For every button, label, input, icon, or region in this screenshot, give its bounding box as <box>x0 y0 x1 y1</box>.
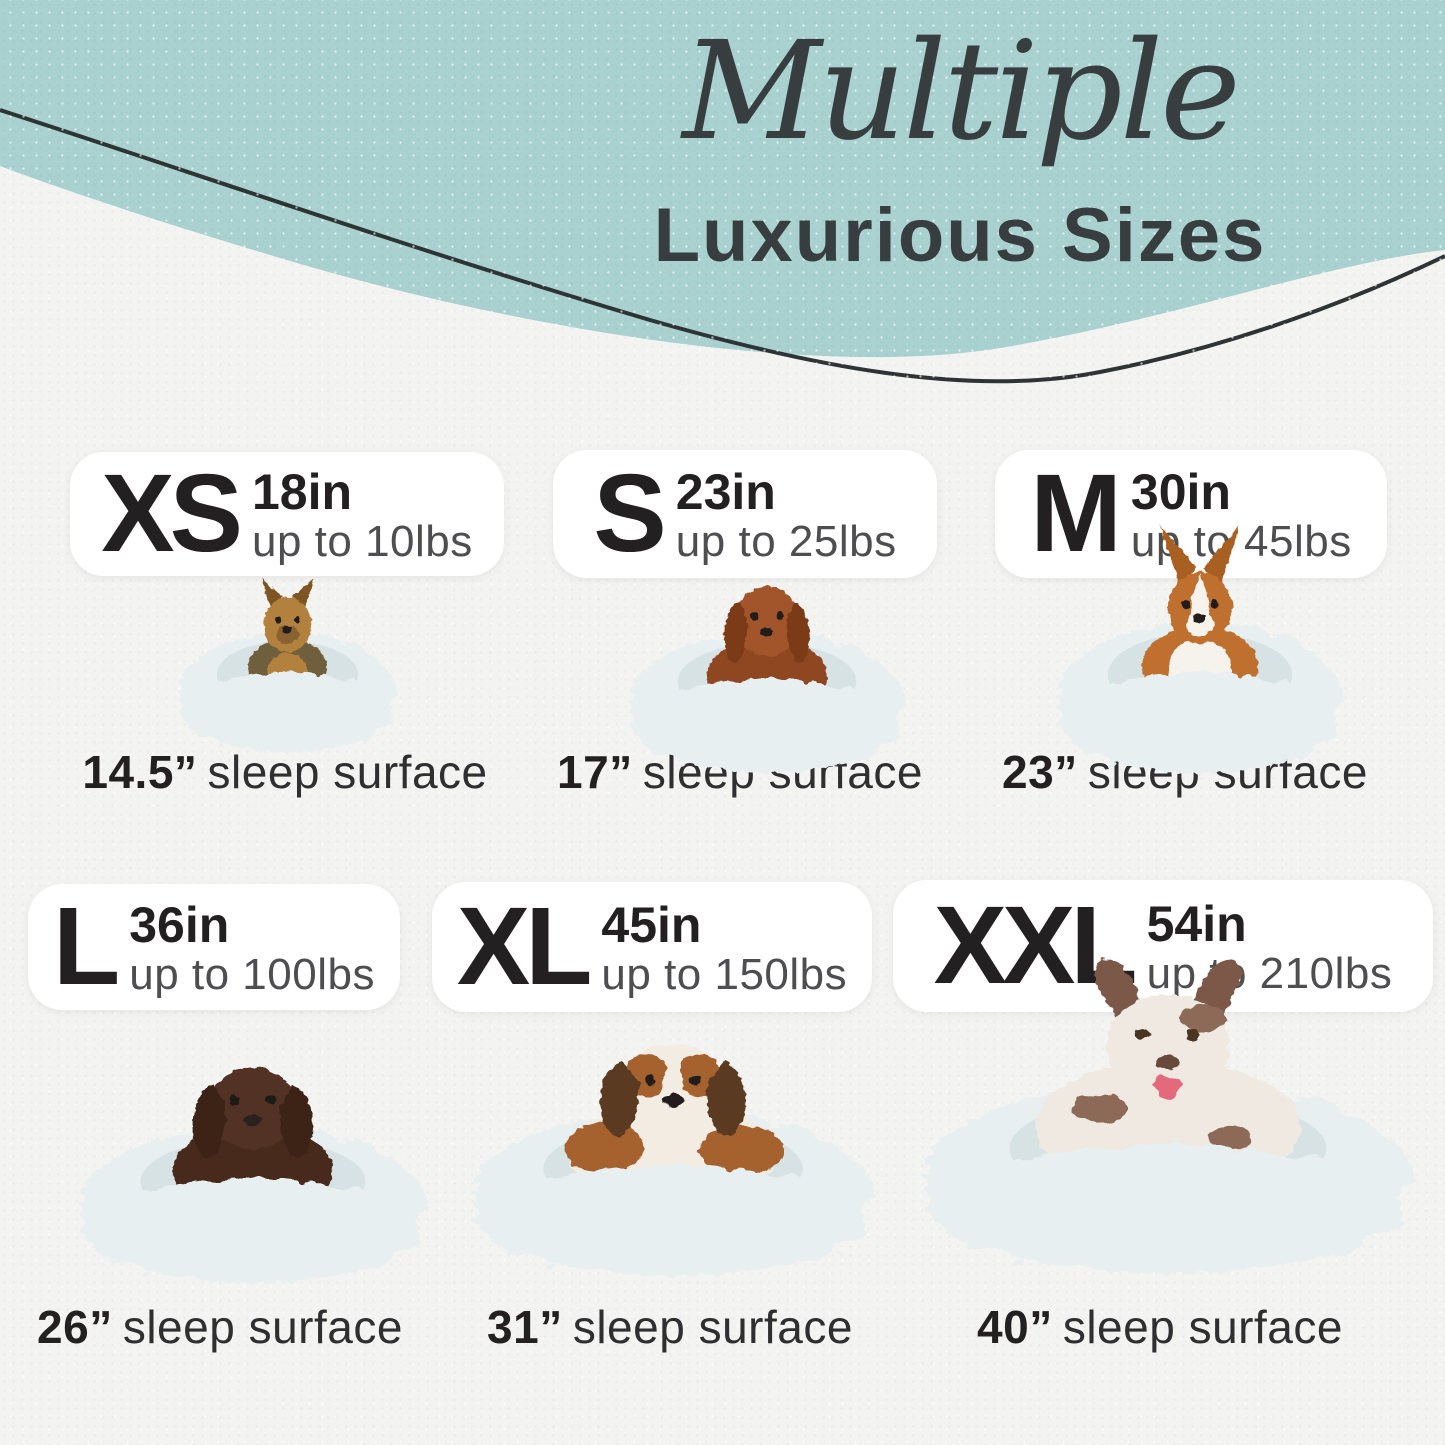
dog-head <box>263 597 312 653</box>
dog-nose <box>244 1114 262 1126</box>
size-meta: 36in up to 100lbs <box>129 896 375 998</box>
dog-eye-left <box>644 1074 657 1085</box>
dog-eye-left <box>229 1094 240 1105</box>
size-letter: XS <box>101 451 243 575</box>
dog-eye-right <box>1186 1028 1202 1041</box>
dog-eye-right <box>689 1074 702 1085</box>
bed-front-ring <box>633 679 901 773</box>
dog-nose <box>1194 613 1206 624</box>
m-dog-in-bed-photo <box>1040 520 1360 792</box>
xl-sleep-surface-caption: 31” sleep surface <box>445 1300 895 1354</box>
dog-body-spot-2 <box>1208 1125 1251 1150</box>
xs-bed-illustration <box>179 578 396 753</box>
bed-front-ring <box>182 672 393 753</box>
dog-nose <box>761 627 773 637</box>
size-letter: XL <box>456 884 593 1008</box>
l-bed-illustration <box>80 1067 426 1283</box>
size-weight-limit: up to 150lbs <box>601 949 848 999</box>
m-bed-illustration <box>1058 526 1342 774</box>
dog-eye-left <box>750 611 759 620</box>
bed-front-ring <box>931 1145 1405 1274</box>
sleep-surface-label: sleep surface <box>122 1301 403 1353</box>
size-card-l: L 36in up to 100lbs <box>28 884 400 1010</box>
size-diameter: 54in <box>1146 896 1247 953</box>
size-diameter: 23in <box>675 464 776 521</box>
size-meta: 18in up to 10lbs <box>252 463 473 565</box>
sleep-surface-value: 31” <box>487 1301 563 1353</box>
size-diameter: 45in <box>601 897 702 954</box>
xl-bed-illustration <box>474 1043 872 1276</box>
dog-eye-right <box>293 616 300 624</box>
l-dog-in-bed-photo <box>58 1022 448 1302</box>
sleep-surface-value: 26” <box>37 1301 113 1353</box>
dog-head-spot <box>1180 1005 1227 1032</box>
s-dog-in-bed-photo <box>612 538 922 790</box>
xl-dog-in-bed-photo <box>448 1000 898 1296</box>
xxl-dog-in-bed-photo <box>893 952 1443 1297</box>
dog-eye-right <box>775 611 784 620</box>
sleep-surface-label: sleep surface <box>1062 1301 1343 1353</box>
dog-body-spot-1 <box>1072 1093 1128 1124</box>
size-diameter: 18in <box>251 464 353 521</box>
page-title: Luxurious Sizes <box>653 193 1267 278</box>
dog-eye-left <box>1181 599 1191 609</box>
xxl-bed-illustration <box>925 959 1411 1274</box>
dog-nose <box>663 1093 683 1107</box>
bed-front-ring <box>479 1166 867 1276</box>
dog-body-patch-left <box>564 1122 644 1174</box>
xs-dog-in-bed-photo <box>165 552 410 767</box>
xxl-sleep-surface-caption: 40” sleep surface <box>930 1300 1390 1354</box>
dog-nose <box>1156 1055 1180 1069</box>
l-sleep-surface-caption: 26” sleep surface <box>10 1300 430 1354</box>
bed-front-ring <box>1062 672 1338 774</box>
size-meta: 45in up to 150lbs <box>601 896 847 998</box>
header-script-word: Multiple <box>682 13 1241 171</box>
sleep-surface-value: 40” <box>977 1301 1053 1353</box>
dog-eye-right <box>266 1094 277 1105</box>
size-card-xl: XL 45in up to 150lbs <box>432 882 872 1012</box>
dog-eye-right <box>1209 599 1219 609</box>
dog-eye-left <box>1134 1028 1150 1041</box>
size-diameter: 30in <box>1130 464 1231 521</box>
dog-nose <box>283 626 292 634</box>
bed-front-ring <box>85 1179 421 1283</box>
dog-eye-left <box>275 616 282 624</box>
size-diameter: 36in <box>129 897 230 954</box>
sleep-surface-label: sleep surface <box>572 1301 853 1353</box>
size-letter: L <box>53 884 120 1008</box>
size-weight-limit: up to 100lbs <box>129 949 375 999</box>
s-bed-illustration <box>630 586 904 773</box>
